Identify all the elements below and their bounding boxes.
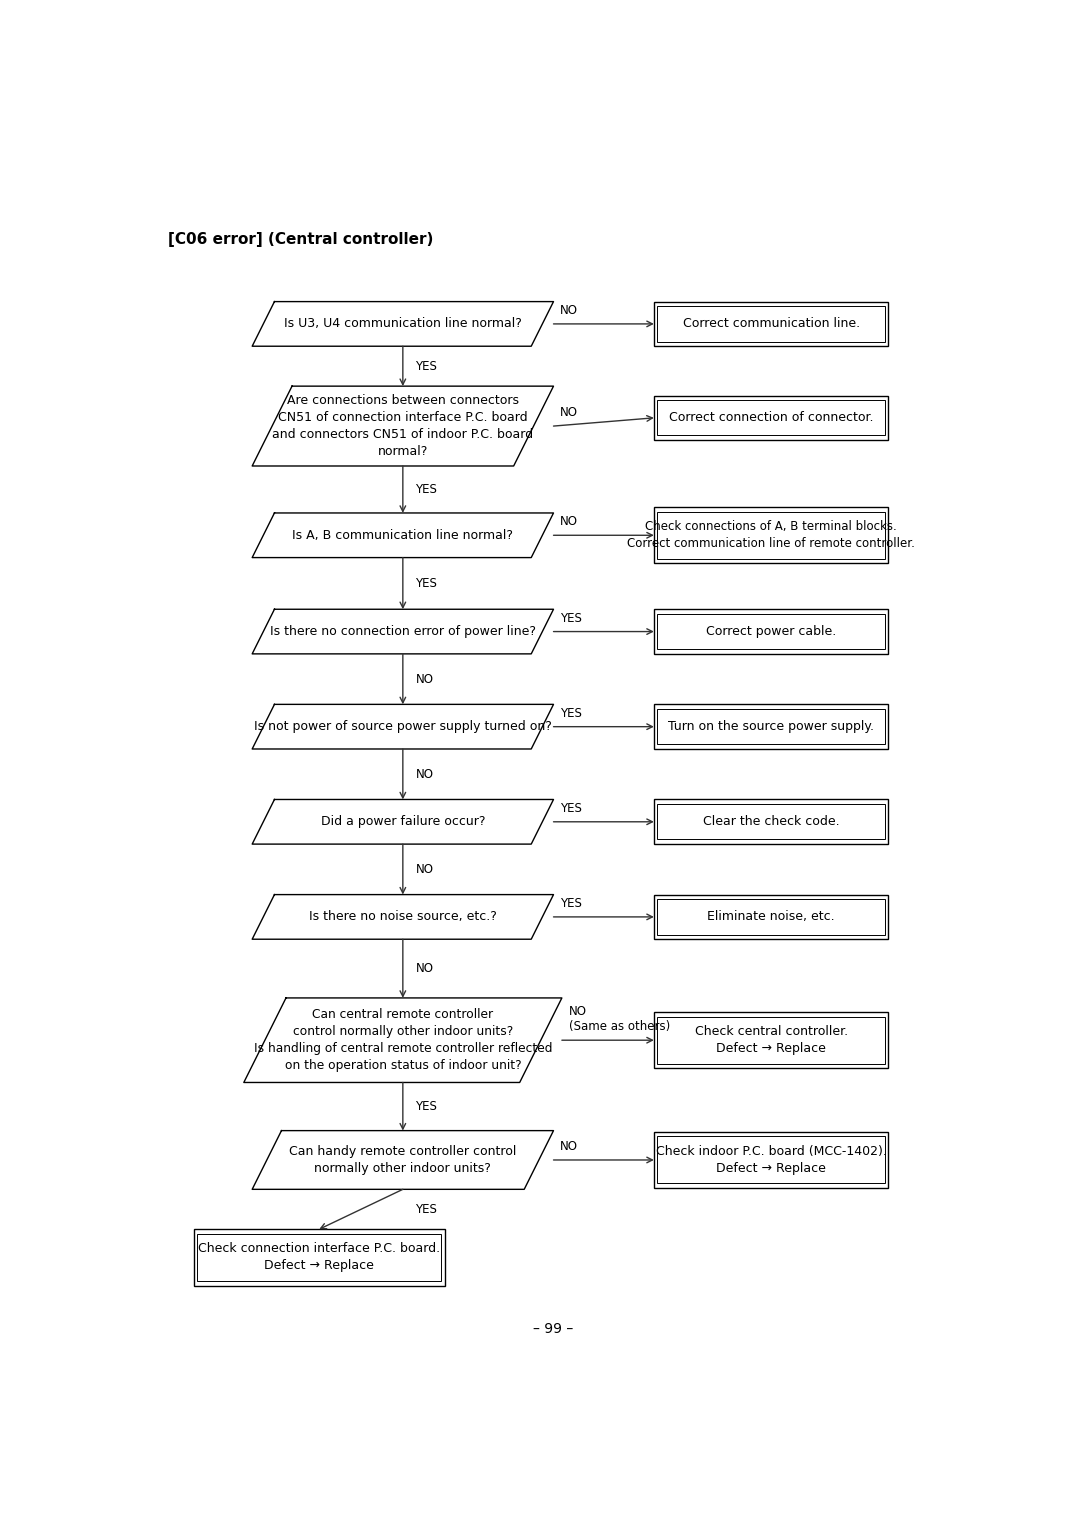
Bar <box>653 799 888 845</box>
Text: NO: NO <box>561 515 578 528</box>
Bar <box>653 508 888 563</box>
Bar <box>658 307 885 342</box>
Bar <box>658 709 885 744</box>
Bar <box>658 804 885 839</box>
Text: Correct power cable.: Correct power cable. <box>706 625 836 637</box>
Text: YES: YES <box>416 360 437 372</box>
Bar <box>653 302 888 346</box>
Polygon shape <box>253 705 554 749</box>
Bar <box>653 705 888 749</box>
Text: NO: NO <box>416 962 433 974</box>
Text: Can central remote controller
control normally other indoor units?
Is handling o: Can central remote controller control no… <box>254 1008 552 1072</box>
Polygon shape <box>253 302 554 346</box>
Text: YES: YES <box>561 706 582 720</box>
Text: Check central controller.
Defect → Replace: Check central controller. Defect → Repla… <box>694 1025 848 1055</box>
Text: Check indoor P.C. board (MCC-1402).
Defect → Replace: Check indoor P.C. board (MCC-1402). Defe… <box>656 1145 887 1174</box>
Bar <box>653 1132 888 1188</box>
Bar <box>658 900 885 935</box>
Text: Are connections between connectors
CN51 of connection interface P.C. board
and c: Are connections between connectors CN51 … <box>272 393 534 457</box>
Text: NO
(Same as others): NO (Same as others) <box>568 1005 670 1032</box>
Bar <box>658 615 885 650</box>
Polygon shape <box>244 997 562 1083</box>
Text: NO: NO <box>416 767 433 781</box>
Text: YES: YES <box>416 576 437 590</box>
Bar <box>653 610 888 654</box>
Text: YES: YES <box>561 802 582 814</box>
Polygon shape <box>253 895 554 939</box>
Polygon shape <box>253 512 554 558</box>
Text: Is there no noise source, etc.?: Is there no noise source, etc.? <box>309 910 497 924</box>
Text: Correct communication line.: Correct communication line. <box>683 317 860 331</box>
Text: [C06 error] (Central controller): [C06 error] (Central controller) <box>168 232 434 247</box>
Text: Is A, B communication line normal?: Is A, B communication line normal? <box>293 529 513 541</box>
Text: YES: YES <box>561 612 582 625</box>
Text: Check connections of A, B terminal blocks.
Correct communication line of remote : Check connections of A, B terminal block… <box>627 520 915 551</box>
Text: NO: NO <box>561 406 578 419</box>
Polygon shape <box>253 799 554 845</box>
Bar <box>658 400 885 436</box>
Text: Can handy remote controller control
normally other indoor units?: Can handy remote controller control norm… <box>289 1145 516 1174</box>
Text: Turn on the source power supply.: Turn on the source power supply. <box>669 720 874 734</box>
Polygon shape <box>253 386 554 467</box>
Bar <box>658 512 885 558</box>
Text: Correct connection of connector.: Correct connection of connector. <box>669 412 874 424</box>
Text: NO: NO <box>416 863 433 875</box>
Text: – 99 –: – 99 – <box>534 1322 573 1336</box>
Text: Is U3, U4 communication line normal?: Is U3, U4 communication line normal? <box>284 317 522 331</box>
Text: Did a power failure occur?: Did a power failure occur? <box>321 816 485 828</box>
Bar <box>653 395 888 441</box>
Polygon shape <box>253 610 554 654</box>
Text: NO: NO <box>561 1139 578 1153</box>
Bar <box>653 1013 888 1069</box>
Text: YES: YES <box>561 897 582 910</box>
Text: YES: YES <box>416 1100 437 1113</box>
Text: NO: NO <box>561 303 578 317</box>
Bar <box>658 1136 885 1183</box>
Text: Clear the check code.: Clear the check code. <box>703 816 839 828</box>
Bar <box>193 1229 445 1286</box>
Bar <box>658 1017 885 1064</box>
Text: YES: YES <box>416 1203 437 1215</box>
Bar <box>197 1234 442 1281</box>
Text: Eliminate noise, etc.: Eliminate noise, etc. <box>707 910 835 924</box>
Text: Is not power of source power supply turned on?: Is not power of source power supply turn… <box>254 720 552 734</box>
Bar <box>653 895 888 939</box>
Text: Is there no connection error of power line?: Is there no connection error of power li… <box>270 625 536 637</box>
Text: Check connection interface P.C. board.
Defect → Replace: Check connection interface P.C. board. D… <box>198 1243 441 1272</box>
Text: YES: YES <box>416 483 437 496</box>
Polygon shape <box>253 1130 554 1190</box>
Text: NO: NO <box>416 673 433 686</box>
